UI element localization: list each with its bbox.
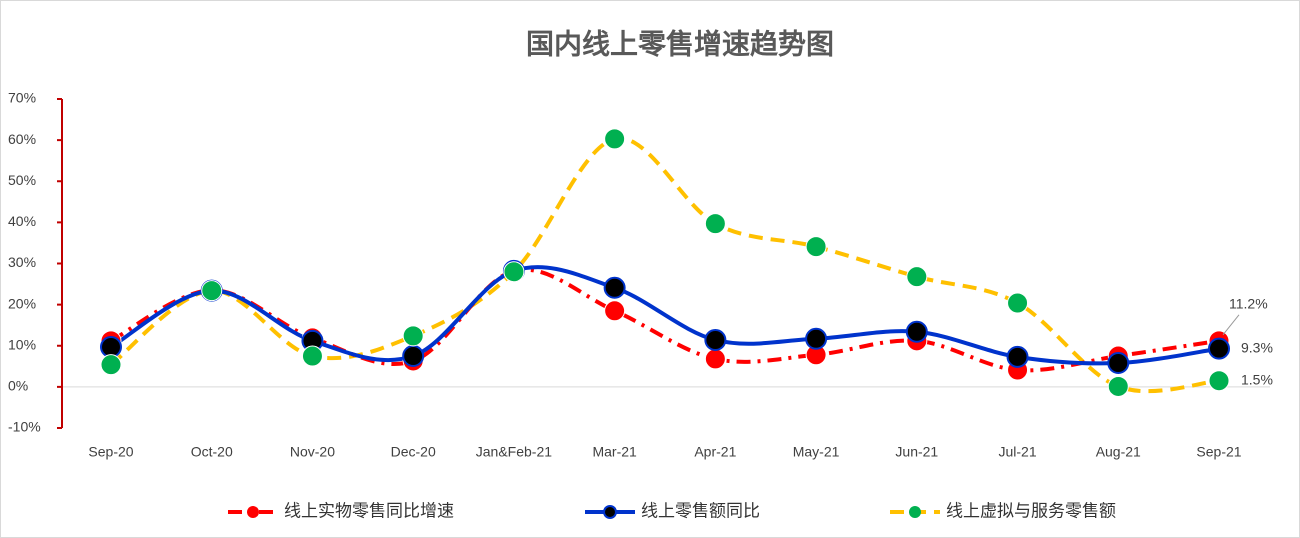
- data-label: 1.5%: [1241, 371, 1273, 387]
- x-tick-label: Dec-20: [391, 444, 436, 460]
- series-marker: [805, 236, 827, 258]
- series-marker: [604, 300, 626, 322]
- series-line: [109, 136, 1220, 394]
- series-marker: [1007, 292, 1029, 314]
- legend-marker: [909, 506, 921, 518]
- y-tick-label: -10%: [8, 419, 41, 435]
- series-marker: [905, 320, 928, 343]
- series-marker: [100, 335, 122, 358]
- x-tick-label: Jun-21: [895, 444, 938, 460]
- series-marker: [1208, 370, 1230, 392]
- series-marker: [100, 354, 122, 376]
- series-marker: [301, 345, 323, 367]
- x-tick-label: Nov-20: [290, 444, 335, 460]
- series-marker: [1208, 337, 1230, 360]
- legend-label: 线上零售额同比: [641, 501, 760, 520]
- series-marker: [503, 261, 525, 283]
- y-tick-label: 30%: [8, 254, 36, 270]
- x-tick-label: Jul-21: [998, 444, 1036, 460]
- x-tick-label: Oct-20: [191, 444, 233, 460]
- y-tick-label: 60%: [8, 131, 36, 147]
- legend-label: 线上实物零售同比增速: [284, 501, 454, 520]
- legend-marker: [603, 505, 617, 519]
- y-tick-label: 10%: [8, 336, 36, 352]
- x-tick-label: Sep-20: [88, 444, 133, 460]
- x-tick-label: Mar-21: [592, 444, 637, 460]
- series-marker: [603, 276, 626, 299]
- y-tick-label: 50%: [8, 172, 36, 188]
- x-tick-label: May-21: [793, 444, 840, 460]
- series-marker: [704, 328, 727, 351]
- series-marker: [1107, 352, 1130, 375]
- x-tick-label: Jan&Feb-21: [476, 444, 552, 460]
- series-marker: [1006, 345, 1029, 368]
- chart-title: 国内线上零售增速趋势图: [526, 28, 834, 59]
- data-label: 9.3%: [1241, 339, 1273, 355]
- series-marker: [704, 348, 726, 370]
- x-tick-label: Sep-21: [1196, 444, 1241, 460]
- series-marker: [201, 280, 223, 302]
- leader-line: [1222, 314, 1240, 336]
- legend-label: 线上虚拟与服务零售额: [946, 501, 1116, 520]
- x-tick-label: Apr-21: [694, 444, 736, 460]
- y-tick-label: 20%: [8, 295, 36, 311]
- legend-marker: [247, 506, 259, 518]
- data-label: 11.2%: [1229, 296, 1268, 312]
- legend: 线上实物零售同比增速 线上零售额同比 线上虚拟与服务零售额: [228, 501, 1116, 520]
- y-tick-label: 0%: [8, 378, 28, 394]
- series-marker: [805, 327, 828, 350]
- series-marker: [402, 325, 424, 347]
- y-tick-label: 40%: [8, 213, 36, 229]
- series-marker: [1107, 375, 1129, 397]
- y-tick-label: 70%: [8, 90, 36, 106]
- series-marker: [604, 128, 626, 150]
- x-tick-label: Aug-21: [1096, 444, 1141, 460]
- series-marker: [402, 345, 425, 368]
- series-marker: [704, 213, 726, 235]
- series-marker: [906, 266, 928, 288]
